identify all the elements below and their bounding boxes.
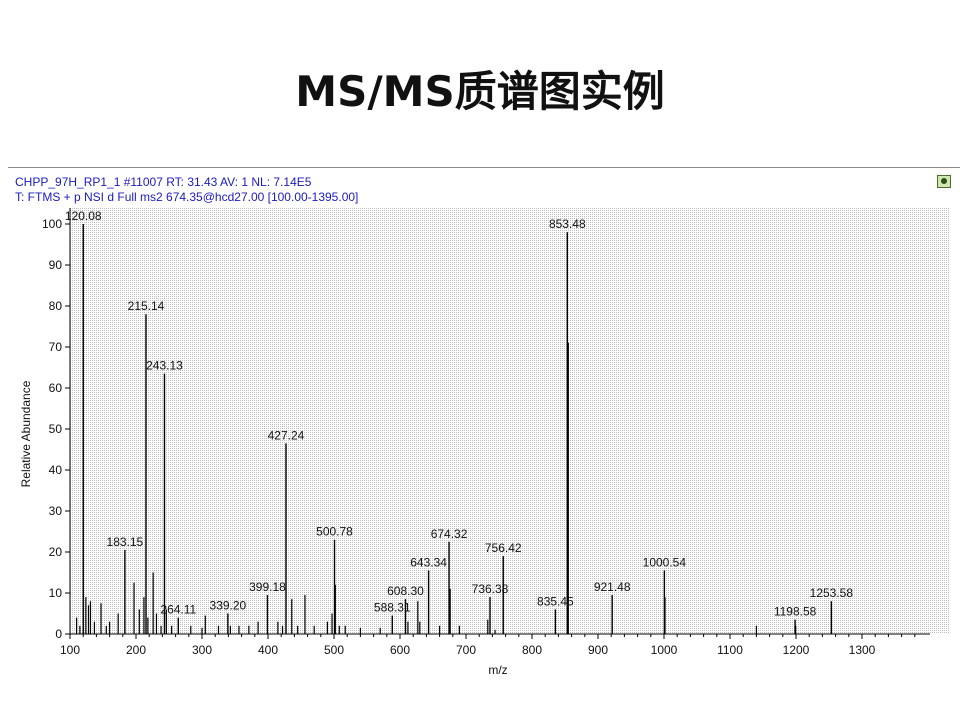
peak-label: 243.13 — [146, 359, 183, 373]
x-tick-label: 900 — [588, 643, 608, 657]
peak-label: 853.48 — [549, 217, 586, 231]
peak-label: 183.15 — [107, 535, 144, 549]
peak-label: 835.45 — [537, 594, 574, 608]
y-tick-label: 20 — [49, 545, 63, 559]
labeled-peaks: 120.08 183.15 215.14 243.13 264.11 339.20399.… — [65, 209, 853, 634]
peak-label: 674.32 — [431, 527, 468, 541]
peak-label: 120.08 — [65, 209, 102, 223]
spectrum-window: CHPP_97H_RP1_1 #11007 RT: 31.43 AV: 1 NL… — [8, 167, 960, 680]
y-tick-label: 80 — [49, 299, 63, 313]
peak-label: 756.42 — [485, 541, 522, 555]
x-tick-label: 1200 — [783, 643, 810, 657]
slide-title: MS/MS质谱图实例 — [295, 67, 665, 116]
mass-spectrum-chart: 120.08 183.15 215.14 243.13 264.11 339.20399.… — [19, 208, 950, 677]
scan-info-line: CHPP_97H_RP1_1 #11007 RT: 31.43 AV: 1 NL… — [15, 175, 312, 189]
x-tick-label: 200 — [126, 643, 146, 657]
x-tick-label: 300 — [192, 643, 212, 657]
y-axis-title: Relative Abundance — [19, 380, 33, 487]
peak-label: 588.31 — [374, 601, 411, 615]
peak-label: 399.18 — [249, 580, 286, 594]
peak-label: 500.78 — [316, 525, 353, 539]
peak-label: 1198.58 — [774, 605, 817, 619]
x-tick-label: 100 — [60, 643, 80, 657]
peak-label: 643.34 — [410, 555, 447, 569]
x-tick-label: 800 — [522, 643, 542, 657]
peak-label: 736.38 — [472, 582, 509, 596]
scan-filter-line: T: FTMS + p NSI d Full ms2 674.35@hcd27.… — [15, 190, 359, 204]
y-tick-label: 60 — [49, 381, 63, 395]
peak-label: 1253.58 — [810, 586, 854, 600]
y-tick-label: 0 — [55, 627, 62, 641]
x-tick-label: 1100 — [717, 643, 743, 657]
peak-label: 264.11 — [160, 603, 196, 617]
peak-label: 1000.54 — [643, 555, 687, 569]
peak-label: 921.48 — [594, 580, 631, 594]
y-tick-label: 30 — [49, 504, 63, 518]
y-tick-label: 100 — [42, 217, 62, 231]
plot-background — [70, 208, 950, 634]
x-axis-title: m/z — [488, 663, 507, 677]
x-tick-label: 600 — [390, 643, 410, 657]
pin-icon[interactable] — [937, 175, 951, 188]
x-tick-label: 700 — [456, 643, 476, 657]
y-tick-label: 40 — [49, 463, 63, 477]
x-tick-label: 1300 — [849, 643, 876, 657]
y-tick-label: 10 — [49, 586, 63, 600]
axes: 0 10 20 30 40 50 60 70 80 90 100 100 200 300 400 500 600… — [42, 208, 930, 657]
y-tick-label: 90 — [49, 258, 63, 272]
x-tick-label: 400 — [258, 643, 278, 657]
peak-label: 215.14 — [128, 299, 165, 313]
peak-label: 427.24 — [268, 428, 305, 442]
peak-label: 608.30 — [387, 584, 424, 598]
y-tick-label: 50 — [49, 422, 63, 436]
x-tick-label: 1000 — [651, 643, 678, 657]
y-tick-label: 70 — [49, 340, 63, 354]
x-tick-label: 500 — [324, 643, 344, 657]
minor-peaks — [75, 342, 797, 634]
peak-label: 339.20 — [210, 599, 247, 613]
